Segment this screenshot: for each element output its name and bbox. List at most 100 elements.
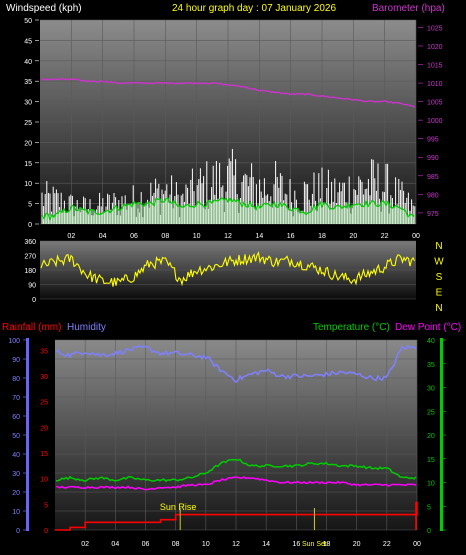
windavg-line xyxy=(41,196,415,221)
time-tick: 12 xyxy=(224,233,232,240)
time-axis: 02 04 06 08 10 12 14 16 18 20 22 00 Sun Set xyxy=(81,541,421,548)
sunrise-label: Sun Rise xyxy=(160,502,197,512)
rainfall-tick: 20 xyxy=(40,425,48,432)
windavg-series xyxy=(41,196,415,224)
rainfall-tick: 5 xyxy=(44,502,48,509)
barometer-label: Barometer (hpa) xyxy=(372,3,445,14)
compass-label: W xyxy=(434,257,444,268)
time-tick: 08 xyxy=(161,233,169,240)
sunset-label: Sun Set xyxy=(302,541,327,548)
direction-tick: 270 xyxy=(24,254,36,261)
direction-line xyxy=(40,251,415,287)
time-tick: 20 xyxy=(353,541,361,548)
direction-tick: 180 xyxy=(24,268,36,275)
time-tick: 16 xyxy=(287,233,295,240)
windspeed-tick: 15 xyxy=(24,161,32,168)
time-tick: 10 xyxy=(193,233,201,240)
barometer-tick: 975 xyxy=(427,211,439,218)
time-tick: 20 xyxy=(349,233,357,240)
time-tick: 10 xyxy=(202,541,210,548)
barometer-axis: 975 980 985 990 995 1000 1005 1010 1015 1020 1025 xyxy=(418,25,443,218)
humidity-tick: 70 xyxy=(12,395,20,402)
humidity-tick: 20 xyxy=(12,490,20,497)
rainfall-axis: 0 5 10 15 20 25 30 35 xyxy=(40,348,48,535)
gridlines xyxy=(55,339,418,531)
compass-label: S xyxy=(436,272,443,283)
direction-axis: 0 90 180 270 360 xyxy=(24,239,36,304)
direction-tick: 90 xyxy=(28,283,36,290)
windspeed-tick: 30 xyxy=(24,100,32,107)
windspeed-tick: 50 xyxy=(24,18,32,25)
humidity-axis: 0 10 20 30 40 50 60 70 80 90 100 xyxy=(8,338,26,535)
humidity-label: Humidity xyxy=(67,322,106,333)
time-tick: 00 xyxy=(413,541,421,548)
temperature-line xyxy=(55,458,417,483)
dewpoint-label: Dew Point (°C) xyxy=(395,322,461,333)
windspeed-tick: 45 xyxy=(24,38,32,45)
humidity-line xyxy=(55,344,417,384)
barometer-series xyxy=(40,78,416,108)
humidity-tick: 90 xyxy=(12,357,20,364)
humidity-tick: 100 xyxy=(8,338,20,345)
temperature-tick: 25 xyxy=(427,409,435,416)
time-tick: 16 xyxy=(292,541,300,548)
compass-label: N xyxy=(435,241,442,252)
barometer-tick: 990 xyxy=(427,155,439,162)
time-tick: 14 xyxy=(255,233,263,240)
humidity-tick: 60 xyxy=(12,414,20,421)
rainfall-tick: 0 xyxy=(44,528,48,535)
rainfall-tick: 25 xyxy=(40,400,48,407)
time-tick: 06 xyxy=(142,541,150,548)
time-tick: 04 xyxy=(111,541,119,548)
time-tick: 04 xyxy=(99,233,107,240)
barometer-tick: 1020 xyxy=(427,44,443,51)
windspeed-tick: 40 xyxy=(24,59,32,66)
temperature-tick: 10 xyxy=(427,481,435,488)
temperature-scale-bar xyxy=(440,338,443,531)
windspeed-tick: 25 xyxy=(24,120,32,127)
barometer-tick: 1000 xyxy=(427,118,443,125)
temperature-tick: 5 xyxy=(427,504,431,511)
windspeed-axis: 0 5 10 15 20 25 30 35 40 45 50 xyxy=(24,18,39,229)
climate-series xyxy=(55,344,418,531)
humidity-tick: 30 xyxy=(12,471,20,478)
time-tick: 22 xyxy=(381,233,389,240)
barometer-tick: 1010 xyxy=(427,81,443,88)
windspeed-tick: 35 xyxy=(24,79,32,86)
time-tick: 22 xyxy=(383,541,391,548)
barometer-tick: 995 xyxy=(427,137,439,144)
humidity-scale-bar xyxy=(26,338,29,531)
humidity-tick: 50 xyxy=(12,433,20,440)
time-tick: 08 xyxy=(172,541,180,548)
barometer-tick: 1015 xyxy=(427,63,443,70)
humidity-tick: 80 xyxy=(12,376,20,383)
rainfall-tick: 30 xyxy=(40,374,48,381)
direction-tick: 0 xyxy=(32,297,36,304)
humidity-tick: 10 xyxy=(12,509,20,516)
windspeed-tick: 10 xyxy=(24,181,32,188)
gridlines xyxy=(40,240,416,300)
temperature-label: Temperature (°C) xyxy=(313,322,390,333)
rainfall-tick: 35 xyxy=(40,348,48,355)
compass-label: N xyxy=(435,303,442,314)
time-axis: 02 04 06 08 10 12 14 16 18 20 22 00 xyxy=(67,233,420,240)
direction-tick: 360 xyxy=(24,239,36,246)
time-tick: 18 xyxy=(318,233,326,240)
temperature-axis: 0 5 10 15 20 25 30 35 40 xyxy=(427,338,446,535)
windspeed-tick: 20 xyxy=(24,140,32,147)
temperature-tick: 35 xyxy=(427,362,435,369)
rainfall-tick: 10 xyxy=(40,477,48,484)
direction-series xyxy=(40,251,415,287)
graph-title: 24 hour graph day : 07 January 2026 xyxy=(172,3,336,14)
time-tick: 14 xyxy=(262,541,270,548)
windspeed-tick: 0 xyxy=(28,222,32,229)
dewpoint-line xyxy=(55,475,417,491)
barometer-tick: 1025 xyxy=(427,25,443,32)
time-tick: 02 xyxy=(67,233,75,240)
sun-markers: Sun Rise xyxy=(160,502,315,530)
